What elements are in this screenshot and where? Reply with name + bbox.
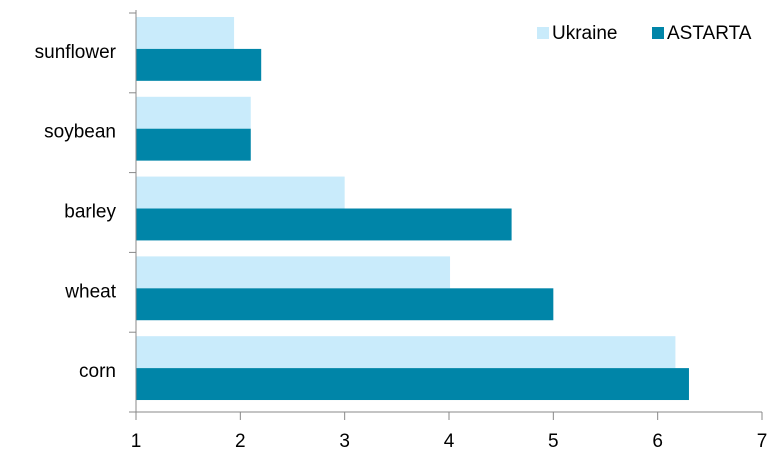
legend-swatch [537,27,549,39]
bar [136,128,251,161]
x-tick-label: 4 [444,431,455,452]
bar [136,336,676,369]
bar [136,256,451,289]
x-tick-label: 1 [131,431,142,452]
y-tick-label: wheat [64,281,116,302]
bar [136,96,251,129]
bar [136,368,689,401]
bar [136,16,235,49]
x-tick-label: 5 [548,431,559,452]
legend-label: ASTARTA [667,23,752,44]
y-tick-label: soybean [44,122,116,143]
bar [136,48,262,81]
x-tick-label: 6 [652,431,663,452]
bar [136,288,554,321]
y-tick-label: barley [64,202,116,223]
bar [136,176,345,209]
x-tick-label: 2 [235,431,246,452]
y-tick-label: sunflower [35,42,117,63]
bar [136,208,512,241]
x-tick-label: 3 [339,431,350,452]
x-tick-label: 7 [757,431,768,452]
legend-label: Ukraine [552,23,617,44]
y-tick-label: corn [79,361,116,382]
legend-swatch [652,27,664,39]
